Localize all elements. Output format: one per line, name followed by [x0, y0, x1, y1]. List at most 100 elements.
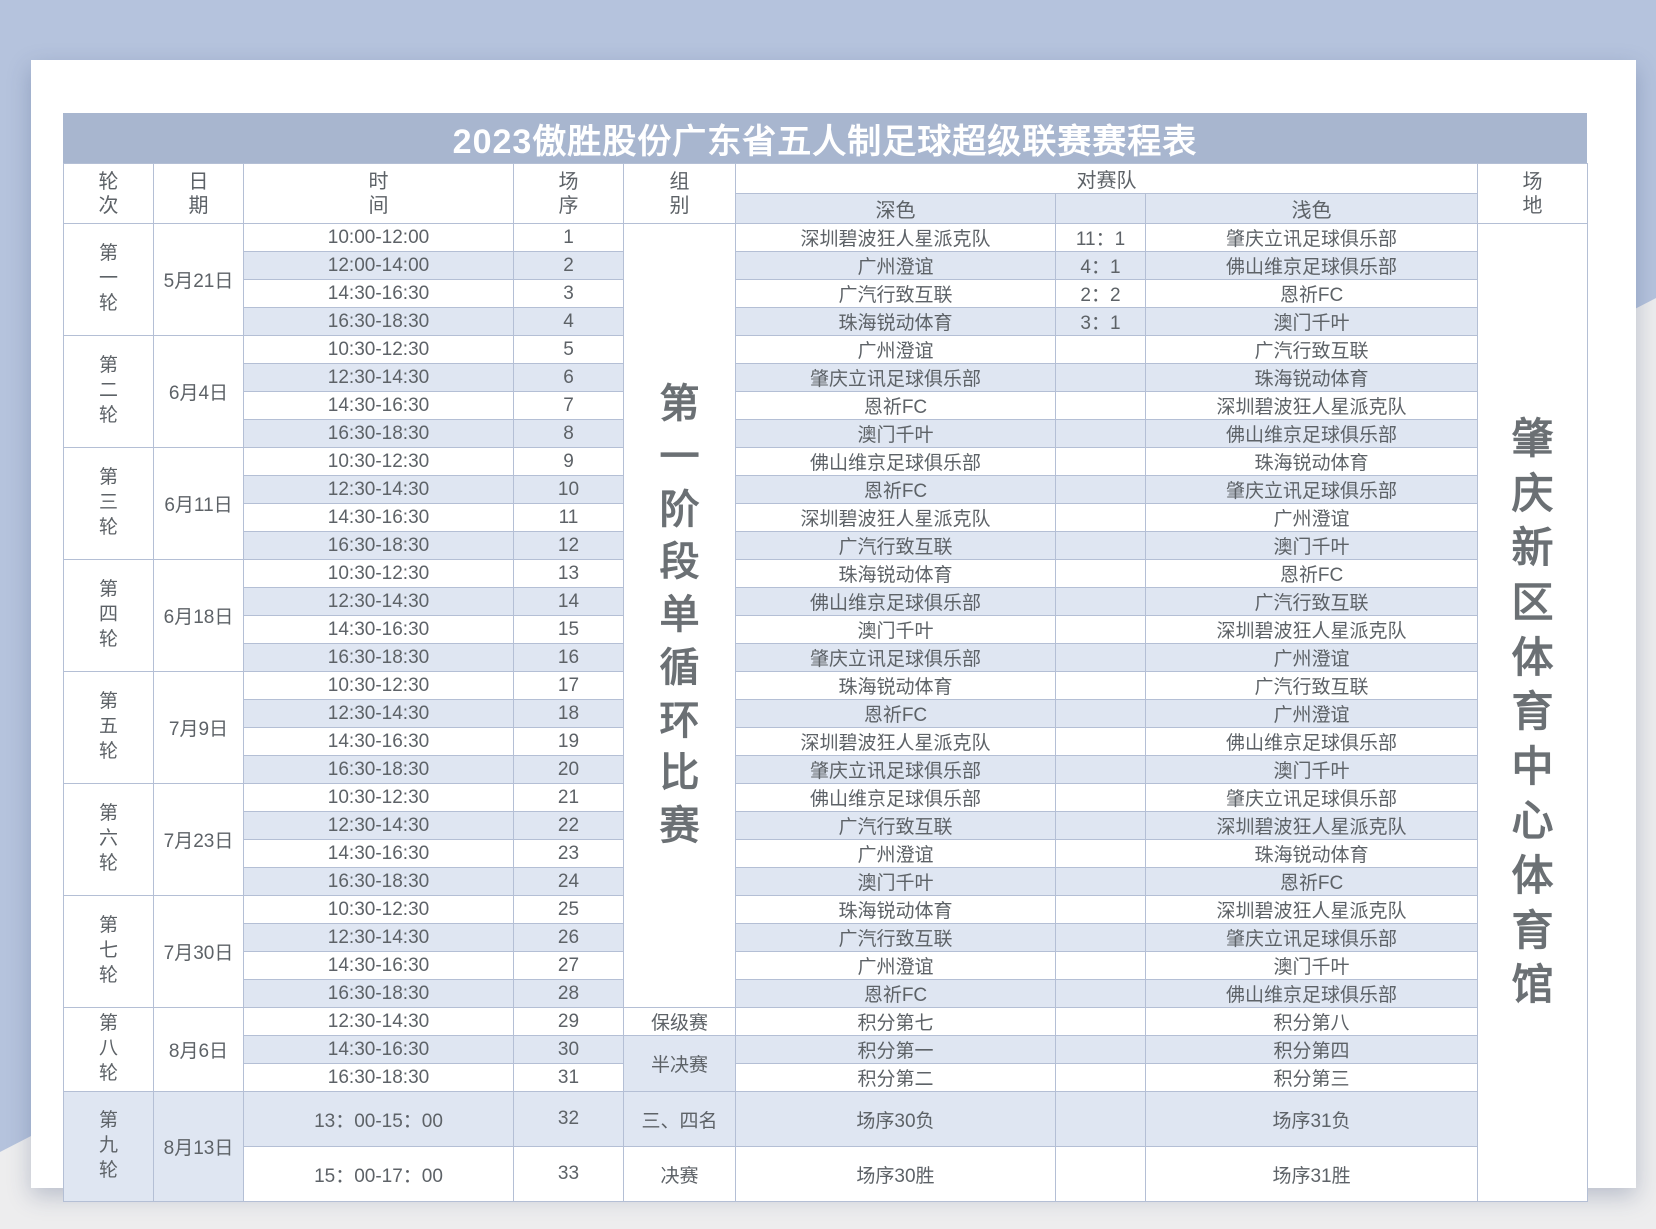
- dark-team-cell: 广汽行致互联: [735, 923, 1056, 952]
- dark-team-cell: 恩祈FC: [735, 699, 1056, 728]
- match-row: 第三轮 6月11日 10:30-12:30 9 佛山维京足球俱乐部 珠海锐动体育: [63, 447, 1588, 560]
- light-team-cell: 澳门千叶: [1144, 307, 1479, 336]
- dark-team-cell: 澳门千叶: [735, 419, 1056, 448]
- match-row: 第二轮 6月4日 10:30-12:30 5 广州澄谊 广汽行致互联: [63, 335, 1588, 448]
- subheader-row: 深色 浅色: [64, 193, 1588, 224]
- match-row: 16:30-18:30 8 澳门千叶 佛山维京足球俱乐部: [64, 419, 1588, 448]
- dark-team-cell: 澳门千叶: [735, 615, 1056, 644]
- score-cell: [1055, 587, 1146, 616]
- score-cell: [1055, 1146, 1146, 1202]
- match-row: 14:30-16:30 19 深圳碧波狂人星派克队 佛山维京足球俱乐部: [64, 727, 1588, 756]
- date-cell: 7月30日: [153, 895, 244, 1008]
- column-header-order: 场序: [513, 163, 624, 224]
- order-cell: 5: [513, 335, 624, 364]
- light-team-cell: 恩祈FC: [1144, 279, 1479, 308]
- score-cell: [1055, 923, 1146, 952]
- dark-team-cell: 佛山维京足球俱乐部: [735, 783, 1056, 812]
- light-team-cell: 珠海锐动体育: [1144, 363, 1479, 392]
- dark-team-cell: 深圳碧波狂人星派克队: [735, 223, 1056, 252]
- time-cell: 10:30-12:30: [243, 447, 514, 476]
- column-header-time: 时间: [243, 163, 514, 224]
- dark-team-cell: 澳门千叶: [735, 867, 1056, 896]
- date-cell: 5月21日: [153, 223, 244, 336]
- paper-sheet: 2023傲胜股份广东省五人制足球超级联赛赛程表 轮次 日期 时间 场序 组别 对…: [31, 60, 1636, 1202]
- dark-team-cell: 恩祈FC: [735, 475, 1056, 504]
- round-cell: 第八轮: [63, 1007, 154, 1092]
- match-row: 14:30-16:30 30 半决赛 积分第一 积分第四: [64, 1035, 1588, 1092]
- score-cell: [1055, 979, 1146, 1008]
- group-cell: 决赛: [623, 1146, 736, 1202]
- order-cell: 31: [513, 1063, 624, 1092]
- dark-team-cell: 广汽行致互联: [735, 531, 1056, 560]
- schedule-table: 轮次 日期 时间 场序 组别 对赛队 场地 深色 浅色 第一轮 5月21日 10:0…: [63, 163, 1589, 1202]
- match-row: 16:30-18:30 12 广汽行致互联 澳门千叶: [64, 531, 1588, 560]
- score-cell: [1055, 363, 1146, 392]
- date-cell: 7月23日: [153, 783, 244, 896]
- group-cell: 第一阶段单循环比赛: [623, 223, 736, 1008]
- time-cell: 12:00-14:00: [243, 251, 514, 280]
- time-cell: 12:30-14:30: [243, 475, 514, 504]
- order-cell: 6: [513, 363, 624, 392]
- time-cell: 13：00-15：00: [243, 1091, 514, 1147]
- order-cell: 23: [513, 839, 624, 868]
- time-cell: 12:30-14:30: [243, 923, 514, 952]
- match-row: 第六轮 7月23日 10:30-12:30 21 佛山维京足球俱乐部 肇庆立讯足球俱乐部: [63, 783, 1588, 896]
- dark-team-cell: 广州澄谊: [735, 335, 1056, 364]
- match-row: 14:30-16:30 7 恩祈FC 深圳碧波狂人星派克队: [64, 391, 1588, 420]
- light-team-cell: 广州澄谊: [1144, 699, 1479, 728]
- light-team-cell: 佛山维京足球俱乐部: [1144, 727, 1479, 756]
- score-cell: [1055, 867, 1146, 896]
- light-team-cell: 积分第八: [1144, 1007, 1479, 1036]
- score-cell: [1055, 643, 1146, 672]
- match-row: 第五轮 7月9日 10:30-12:30 17 珠海锐动体育 广汽行致互联: [63, 671, 1588, 784]
- score-cell: [1055, 447, 1146, 476]
- score-cell: [1055, 1091, 1146, 1147]
- light-team-cell: 澳门千叶: [1144, 531, 1479, 560]
- match-row: 12:30-14:30 14 佛山维京足球俱乐部 广汽行致互联: [64, 587, 1588, 616]
- time-cell: 10:30-12:30: [243, 335, 514, 364]
- dark-team-cell: 佛山维京足球俱乐部: [735, 587, 1056, 616]
- round-cell: 第七轮: [63, 895, 154, 1008]
- score-cell: [1055, 475, 1146, 504]
- match-row: 16:30-18:30 4 珠海锐动体育 3：1 澳门千叶: [64, 307, 1588, 336]
- score-cell: [1055, 1063, 1146, 1092]
- order-cell: 12: [513, 531, 624, 560]
- time-cell: 14:30-16:30: [243, 503, 514, 532]
- time-cell: 12:30-14:30: [243, 699, 514, 728]
- light-team-cell: 广汽行致互联: [1144, 671, 1479, 700]
- light-team-cell: 广州澄谊: [1144, 643, 1479, 672]
- match-row: 16:30-18:30 28 恩祈FC 佛山维京足球俱乐部: [64, 979, 1588, 1008]
- light-team-cell: 广州澄谊: [1144, 503, 1479, 532]
- match-row: 12:30-14:30 18 恩祈FC 广州澄谊: [64, 699, 1588, 728]
- round-cell: 第四轮: [63, 559, 154, 672]
- time-cell: 12:30-14:30: [243, 811, 514, 840]
- light-team-cell: 场序31胜: [1144, 1146, 1479, 1202]
- round-cell: 第二轮: [63, 335, 154, 448]
- dark-team-cell: 深圳碧波狂人星派克队: [735, 503, 1056, 532]
- dark-team-cell: 广州澄谊: [735, 839, 1056, 868]
- dark-team-cell: 恩祈FC: [735, 979, 1056, 1008]
- column-header-dark-team: 深色: [735, 193, 1056, 224]
- time-cell: 16:30-18:30: [243, 1063, 514, 1092]
- match-row: 14:30-16:30 11 深圳碧波狂人星派克队 广州澄谊: [64, 503, 1588, 532]
- score-cell: [1055, 419, 1146, 448]
- match-row: 14:30-16:30 23 广州澄谊 珠海锐动体育: [64, 839, 1588, 868]
- light-team-cell: 恩祈FC: [1144, 867, 1479, 896]
- light-team-cell: 珠海锐动体育: [1144, 839, 1479, 868]
- dark-team-cell: 积分第一: [735, 1035, 1056, 1064]
- score-cell: [1055, 811, 1146, 840]
- order-cell: 21: [513, 783, 624, 812]
- dark-team-cell: 珠海锐动体育: [735, 671, 1056, 700]
- order-cell: 29: [513, 1007, 624, 1036]
- date-cell: 8月13日: [153, 1091, 244, 1202]
- order-cell: 28: [513, 979, 624, 1008]
- light-team-cell: 澳门千叶: [1144, 951, 1479, 980]
- order-cell: 22: [513, 811, 624, 840]
- light-team-cell: 佛山维京足球俱乐部: [1144, 419, 1479, 448]
- time-cell: 10:30-12:30: [243, 895, 514, 924]
- order-cell: 18: [513, 699, 624, 728]
- score-cell: 4：1: [1055, 251, 1146, 280]
- match-row: 12:30-14:30 10 恩祈FC 肇庆立讯足球俱乐部: [64, 475, 1588, 504]
- date-cell: 6月11日: [153, 447, 244, 560]
- match-row: 14:30-16:30 27 广州澄谊 澳门千叶: [64, 951, 1588, 980]
